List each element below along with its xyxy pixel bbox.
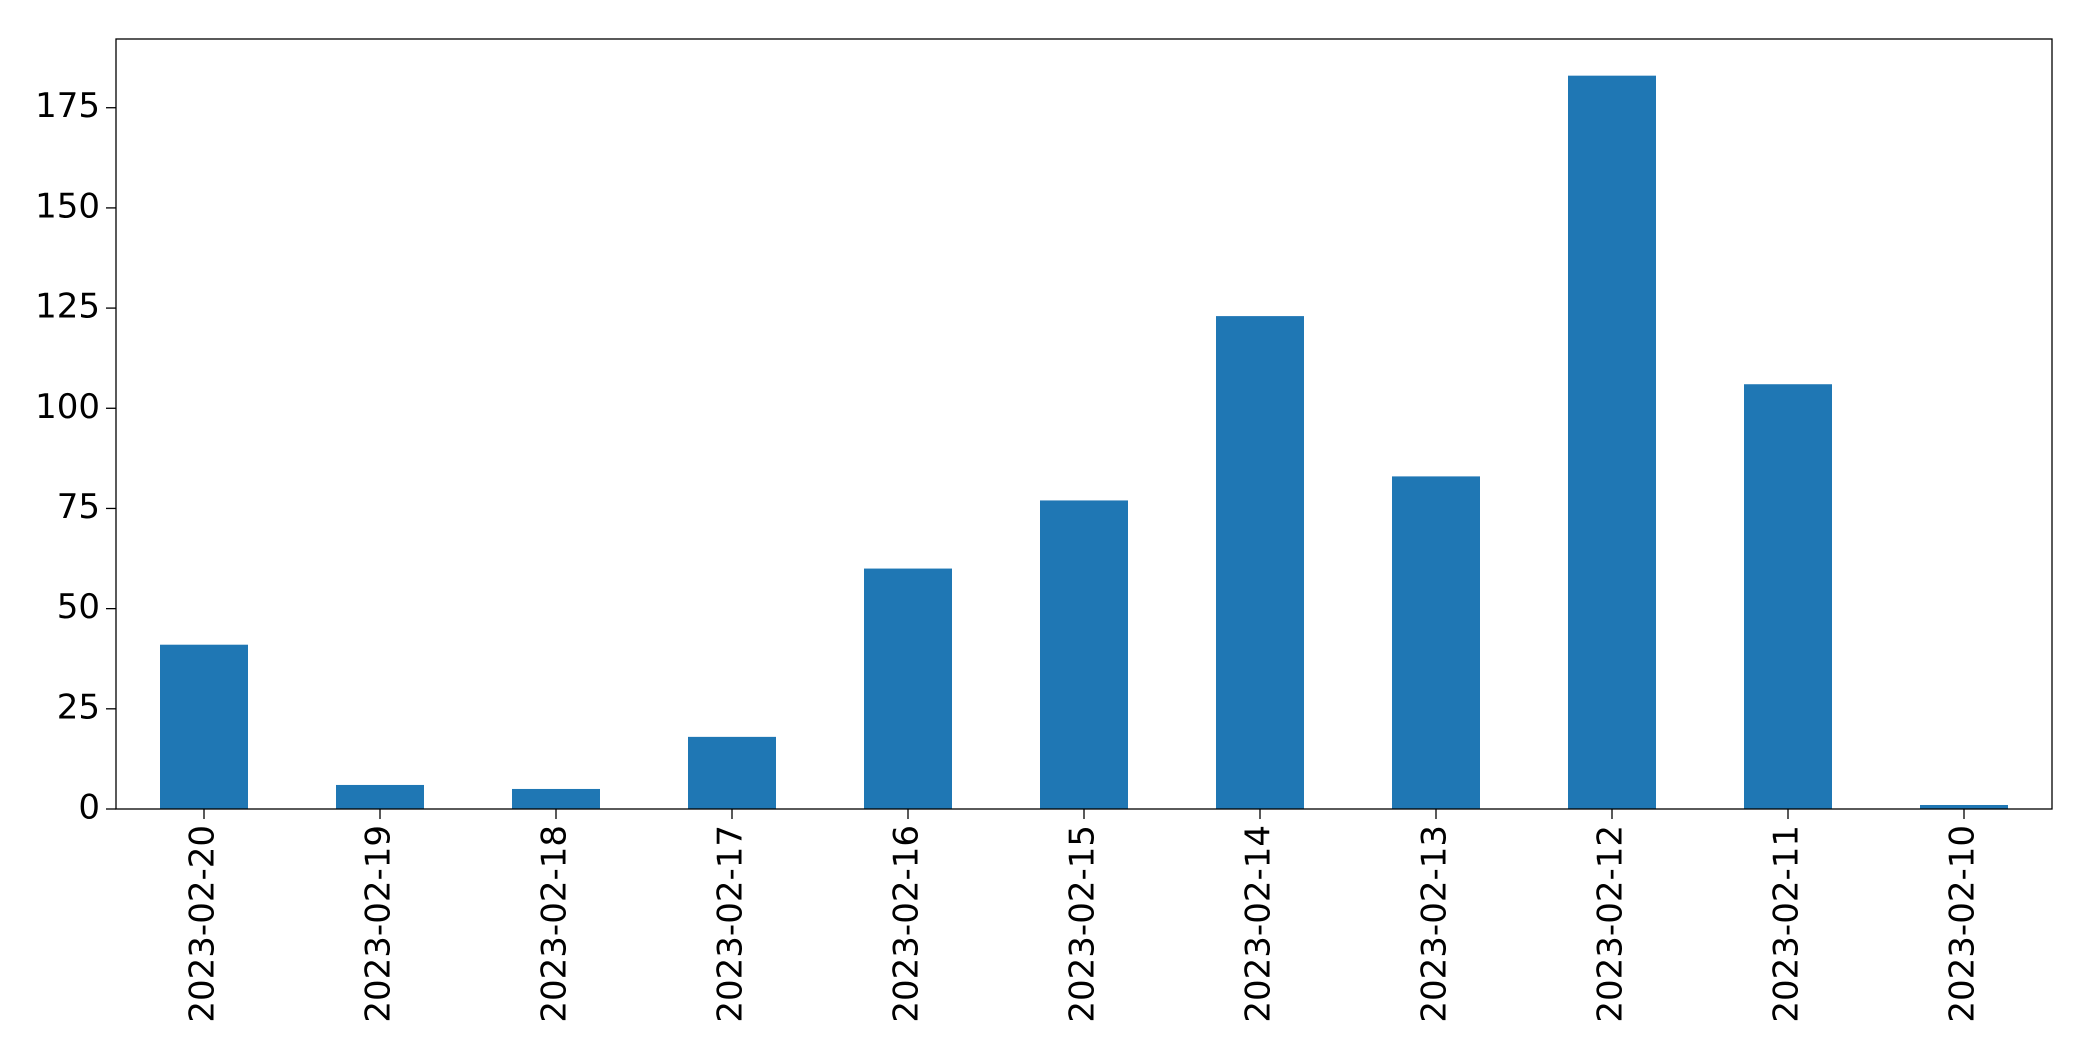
x-tick-label: 2023-02-17 — [711, 825, 751, 1023]
y-tick-label: 25 — [57, 687, 100, 727]
x-tick-label: 2023-02-20 — [183, 825, 223, 1023]
bar — [1744, 384, 1832, 809]
bar — [864, 568, 952, 809]
x-tick-label: 2023-02-18 — [535, 825, 575, 1023]
x-tick-label: 2023-02-11 — [1767, 825, 1807, 1023]
y-tick-label: 100 — [35, 387, 100, 427]
x-tick-label: 2023-02-12 — [1591, 825, 1631, 1023]
x-tick-label: 2023-02-15 — [1063, 825, 1103, 1023]
x-tick-label: 2023-02-16 — [887, 825, 927, 1023]
y-tick-label: 125 — [35, 287, 100, 327]
y-tick-label: 175 — [35, 86, 100, 126]
x-tick-label: 2023-02-14 — [1239, 825, 1279, 1023]
x-tick-label: 2023-02-10 — [1943, 825, 1983, 1023]
bar — [1392, 476, 1480, 809]
y-tick-label: 50 — [57, 587, 100, 627]
x-tick-label: 2023-02-13 — [1415, 825, 1455, 1023]
bar — [336, 784, 424, 809]
x-tick-label: 2023-02-19 — [359, 825, 399, 1023]
bar — [1216, 316, 1304, 809]
y-tick-label: 0 — [78, 788, 100, 828]
bar — [1568, 75, 1656, 809]
bar — [512, 788, 600, 809]
bar — [1040, 500, 1128, 809]
y-tick-label: 75 — [57, 487, 100, 527]
bar — [688, 736, 776, 809]
bar — [1920, 804, 2008, 809]
bar — [160, 644, 248, 809]
plot-frame — [115, 38, 2053, 810]
y-tick-label: 150 — [35, 186, 100, 226]
